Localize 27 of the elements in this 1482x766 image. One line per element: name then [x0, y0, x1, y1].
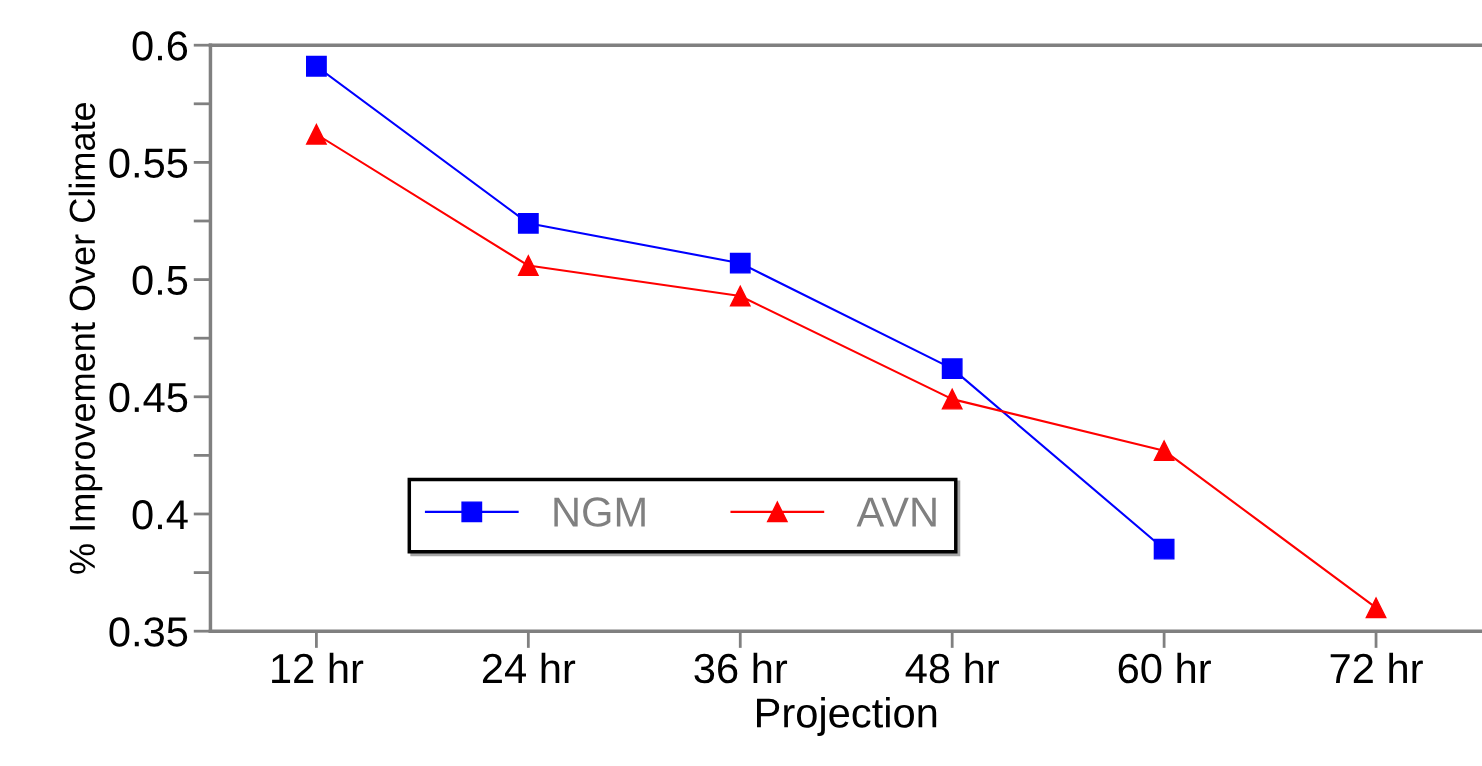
x-tick-label: 60 hr	[1118, 652, 1211, 684]
point	[517, 212, 539, 234]
y-tick-label: 0.4	[132, 499, 188, 530]
point	[305, 55, 327, 77]
y-tick-label: 0.45	[109, 382, 188, 413]
point	[941, 358, 963, 380]
x-tick-label: 36 hr	[694, 652, 788, 684]
y-axis-title: % Improvement Over Climate	[68, 102, 103, 574]
point	[941, 388, 963, 410]
y-tick-label: 0.35	[109, 617, 188, 647]
point	[305, 123, 327, 145]
point	[517, 255, 539, 276]
point	[1153, 538, 1175, 560]
x-tick-label: 24 hr	[482, 652, 576, 683]
point	[729, 252, 751, 274]
point	[1153, 440, 1175, 462]
legend-label: AVN	[856, 497, 936, 527]
point	[729, 285, 751, 307]
x-tick-label: 72 hr	[1330, 652, 1423, 683]
y-tick-label: 0.55	[109, 148, 188, 178]
point	[1365, 597, 1387, 619]
y-tick-label: 0.6	[132, 31, 188, 61]
legend-label: NGM	[554, 497, 645, 527]
y-tick-label: 0.5	[132, 265, 188, 296]
x-tick-label: 12 hr	[272, 652, 364, 683]
x-tick-label: 48 hr	[905, 652, 999, 684]
x-axis-title: Projection	[757, 697, 937, 736]
